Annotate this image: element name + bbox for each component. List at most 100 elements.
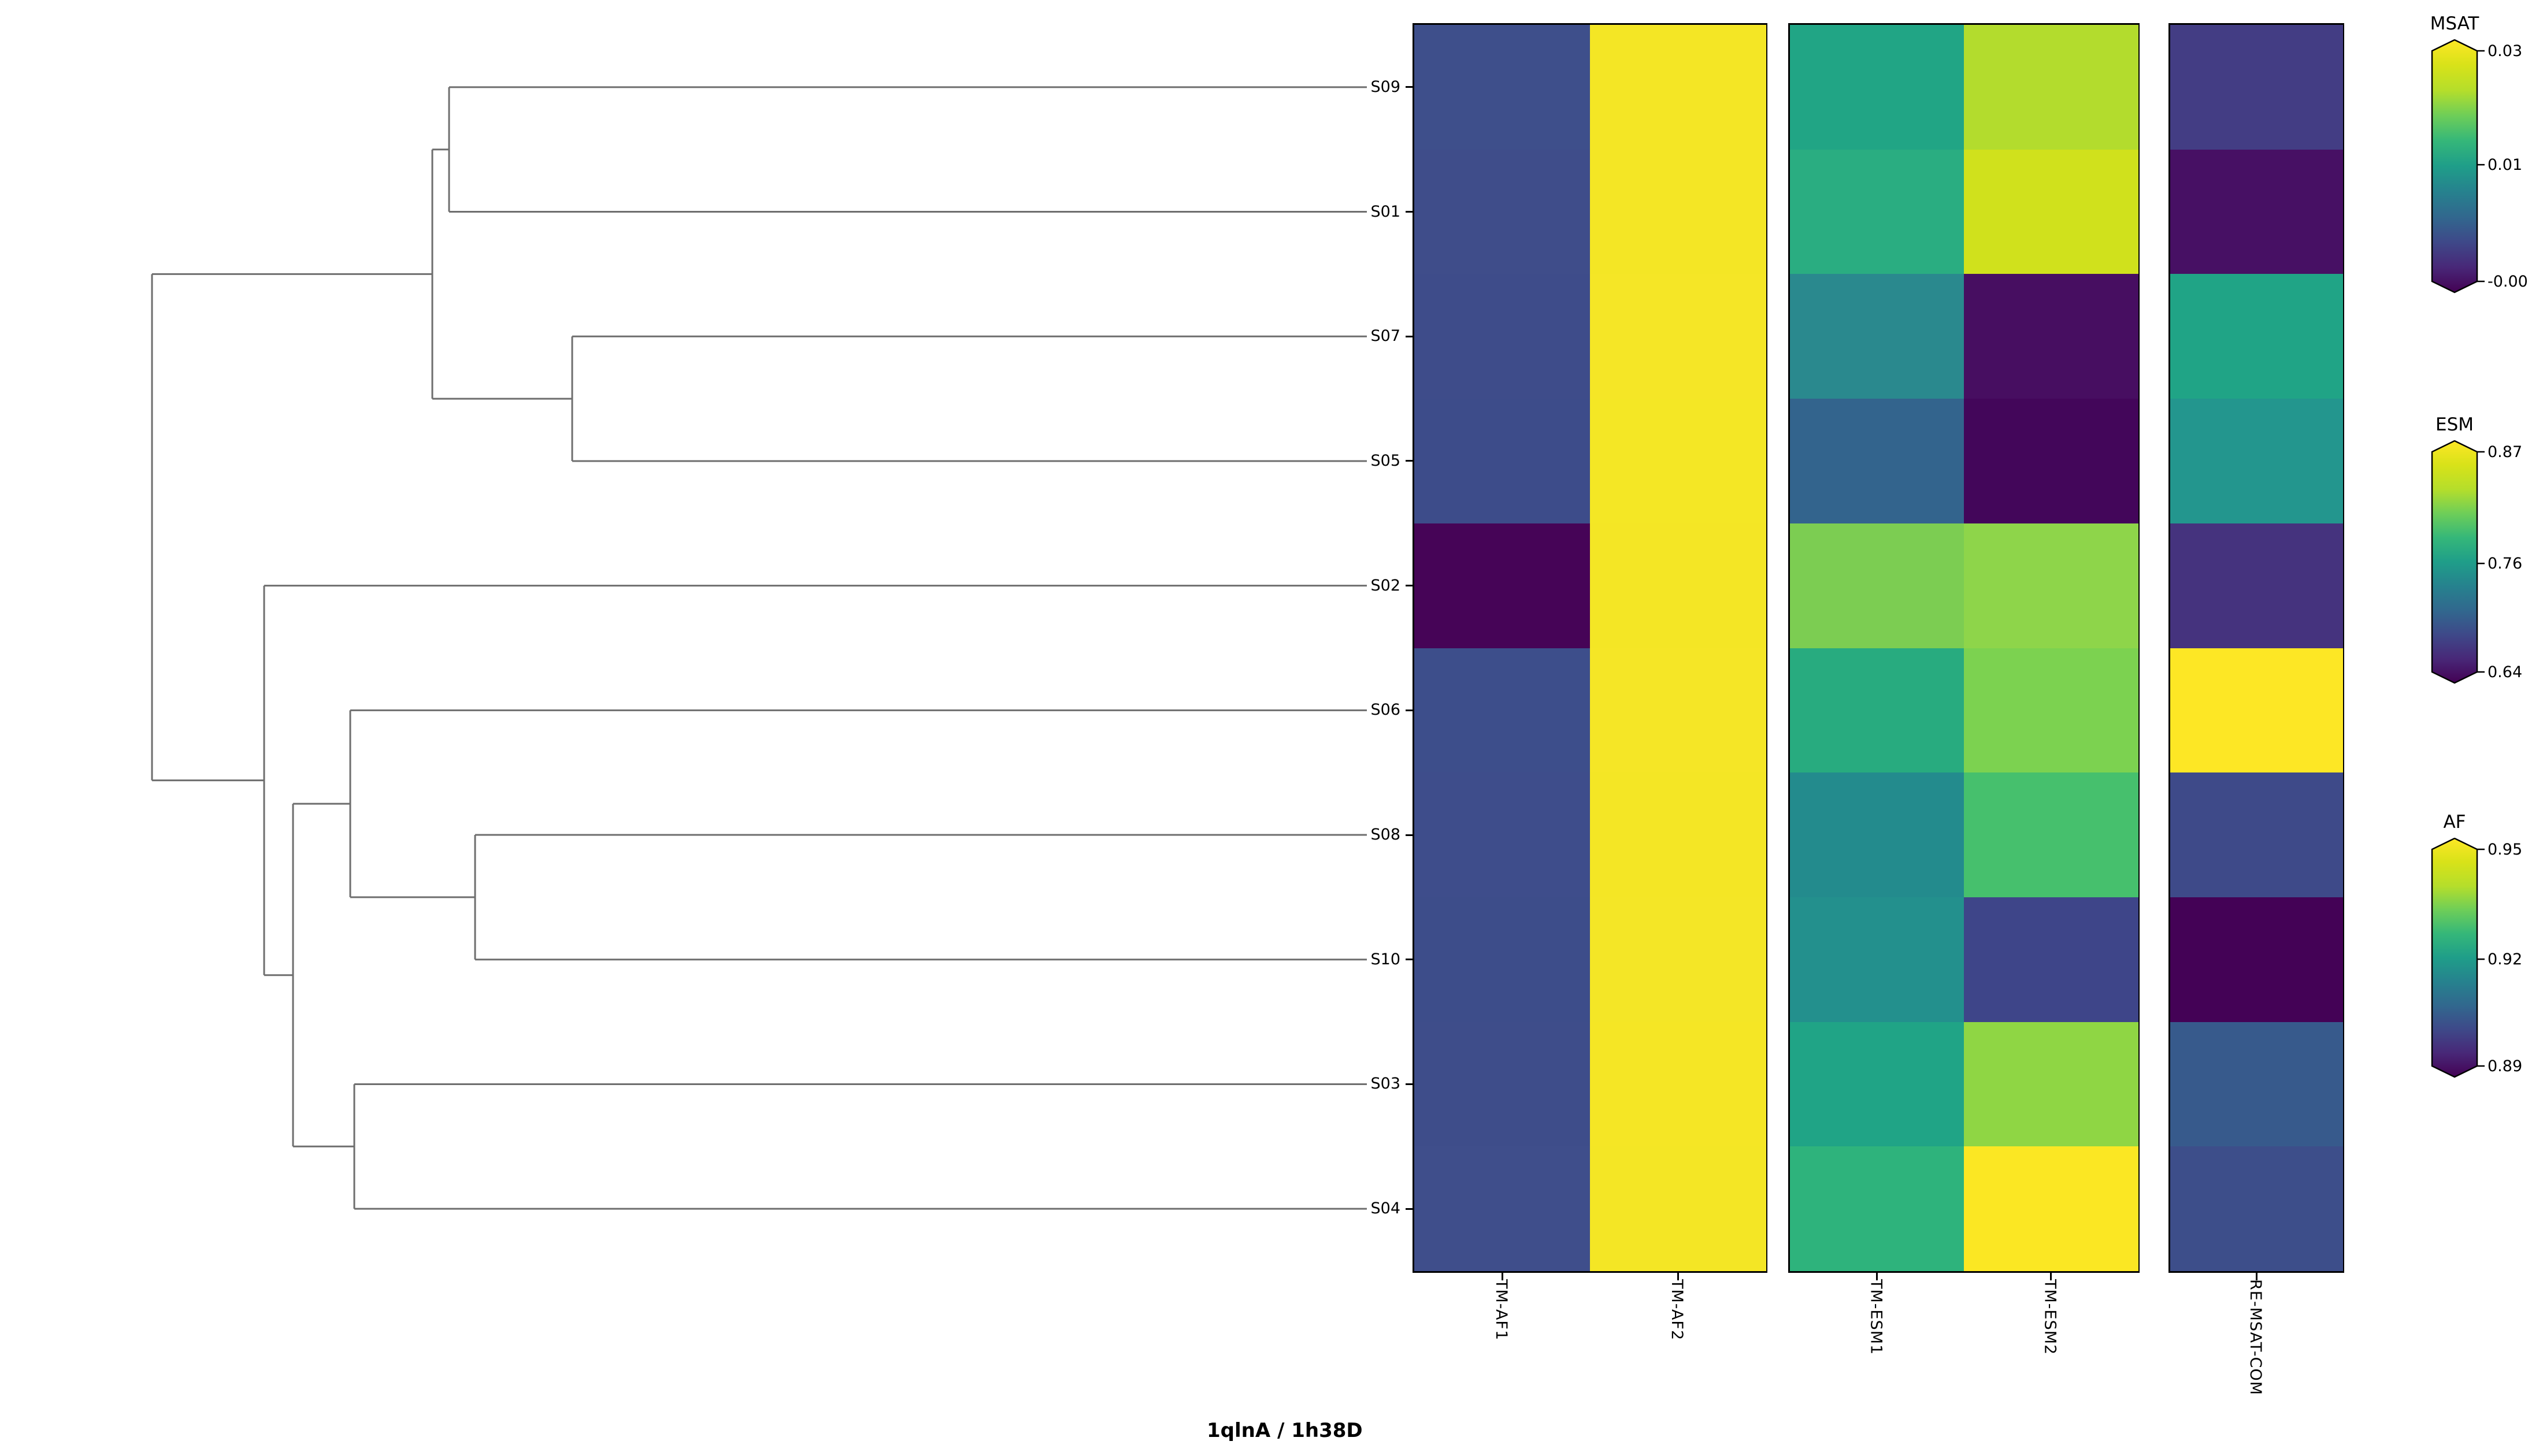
heatmap-cell [1964, 399, 2138, 524]
heatmap-cell [1964, 772, 2138, 898]
heatmap-cell [1790, 648, 1964, 773]
heatmap-cell [1790, 149, 1964, 274]
heatmap-cell [1790, 1022, 1964, 1147]
heatmap-cell [2170, 1146, 2343, 1272]
heatmap-cell [1590, 25, 1766, 150]
row-label-s06: S06 [1370, 701, 1401, 719]
column-label-re-msat-com: RE-MSAT-COM [2247, 1279, 2264, 1396]
heatmap-cell [1790, 1146, 1964, 1272]
column-label-tm-esm2: TM-ESM2 [2041, 1279, 2059, 1355]
heatmap-cell [1790, 897, 1964, 1023]
row-label-s08: S08 [1370, 826, 1401, 844]
heatmap-cell [1790, 274, 1964, 399]
row-tick [1406, 585, 1414, 587]
heatmap-cell [1590, 772, 1766, 898]
heatmap-cell [1590, 648, 1766, 773]
heatmap-cell [1414, 399, 1591, 524]
heatmap-cell [1590, 274, 1766, 399]
heatmap-cell [1590, 1146, 1766, 1272]
heatmap-cell [2170, 523, 2343, 648]
column-tick [2255, 1271, 2257, 1280]
heatmap-cell [1414, 25, 1591, 150]
colorbar-tick-label: 0.64 [2488, 663, 2522, 681]
row-tick [1406, 211, 1414, 213]
row-tick [1406, 1208, 1414, 1210]
heatmap-cell [2170, 897, 2343, 1023]
heatmap-cell [1414, 149, 1591, 274]
heatmap-cell [1964, 1022, 2138, 1147]
heatmap-block-af [1413, 23, 1767, 1273]
row-label-s04: S04 [1370, 1199, 1401, 1218]
row-tick [1406, 709, 1414, 711]
column-tick [1677, 1271, 1679, 1280]
row-label-s05: S05 [1370, 451, 1401, 470]
colorbar-title-esm: ESM [2435, 414, 2474, 435]
colorbar-tick-label: 0.95 [2488, 841, 2522, 859]
heatmap-cell [1414, 772, 1591, 898]
heatmap-cell [2170, 772, 2343, 898]
heatmap-cell [2170, 274, 2343, 399]
heatmap-cell [1790, 399, 1964, 524]
colorbar-gradient-bar [2431, 440, 2478, 684]
colorbar-af: 0.95 0.92 0.89 [2431, 838, 2522, 1078]
heatmap-cell [1414, 523, 1591, 648]
row-tick [1406, 460, 1414, 462]
column-tick [1876, 1271, 1878, 1280]
heatmap-cell [1964, 523, 2138, 648]
heatmap-block-msat [2168, 23, 2344, 1273]
heatmap-cell [1790, 772, 1964, 898]
heatmap-cell [2170, 648, 2343, 773]
heatmap-cell [1590, 149, 1766, 274]
colorbar-tick-label: 0.92 [2488, 950, 2522, 968]
colorbar-tick-label: 0.03 [2488, 42, 2522, 60]
row-tick [1406, 834, 1414, 836]
heatmap-cell [1964, 648, 2138, 773]
row-tick [1406, 86, 1414, 88]
heatmap-cell [1414, 648, 1591, 773]
column-label-tm-af2: TM-AF2 [1668, 1279, 1686, 1341]
heatmap-cell [1964, 149, 2138, 274]
heatmap-cell [1414, 1022, 1591, 1147]
heatmap-cell [1964, 25, 2138, 150]
heatmap-cell [1964, 897, 2138, 1023]
row-tick [1406, 1083, 1414, 1085]
row-label-s09: S09 [1370, 77, 1401, 96]
colorbar-tick-label: 0.01 [2488, 156, 2522, 174]
heatmap-cell [1964, 274, 2138, 399]
row-label-s03: S03 [1370, 1075, 1401, 1093]
heatmap-cell [1414, 1146, 1591, 1272]
heatmap-cell [1590, 399, 1766, 524]
colorbar-tick-label: 0.76 [2488, 555, 2522, 573]
colorbar-esm: 0.87 0.76 0.64 [2431, 440, 2522, 684]
heatmap-cell [2170, 399, 2343, 524]
column-label-tm-esm1: TM-ESM1 [1867, 1279, 1885, 1355]
colorbar-title-msat: MSAT [2430, 13, 2479, 34]
row-label-s01: S01 [1370, 202, 1401, 221]
colorbar-title-af: AF [2443, 812, 2466, 833]
heatmap-cell [1790, 523, 1964, 648]
heatmap-block-esm [1788, 23, 2140, 1273]
heatmap-cell [2170, 25, 2343, 150]
colorbar-msat: 0.03 0.01 -0.00 [2431, 39, 2528, 294]
colorbar-gradient-bar [2431, 838, 2478, 1078]
heatmap-cell [1590, 1022, 1766, 1147]
column-label-tm-af1: TM-AF1 [1492, 1279, 1510, 1341]
heatmap-cell [1590, 523, 1766, 648]
heatmap-cell [1790, 25, 1964, 150]
figure-title: 1qlnA / 1h38D [1207, 1419, 1363, 1442]
row-tick [1406, 959, 1414, 961]
heatmap-cell [2170, 149, 2343, 274]
heatmap-cell [1414, 897, 1591, 1023]
heatmap-cell [1590, 897, 1766, 1023]
row-label-s10: S10 [1370, 950, 1401, 968]
colorbar-tick-label: -0.00 [2488, 273, 2528, 291]
colorbar-tick-label: 0.89 [2488, 1057, 2522, 1075]
row-label-s07: S07 [1370, 327, 1401, 346]
colorbar-tick-label: 0.87 [2488, 443, 2522, 461]
heatmap-cell [2170, 1022, 2343, 1147]
colorbar-gradient-bar [2431, 39, 2478, 294]
column-tick [2050, 1271, 2052, 1280]
column-tick [1501, 1271, 1503, 1280]
